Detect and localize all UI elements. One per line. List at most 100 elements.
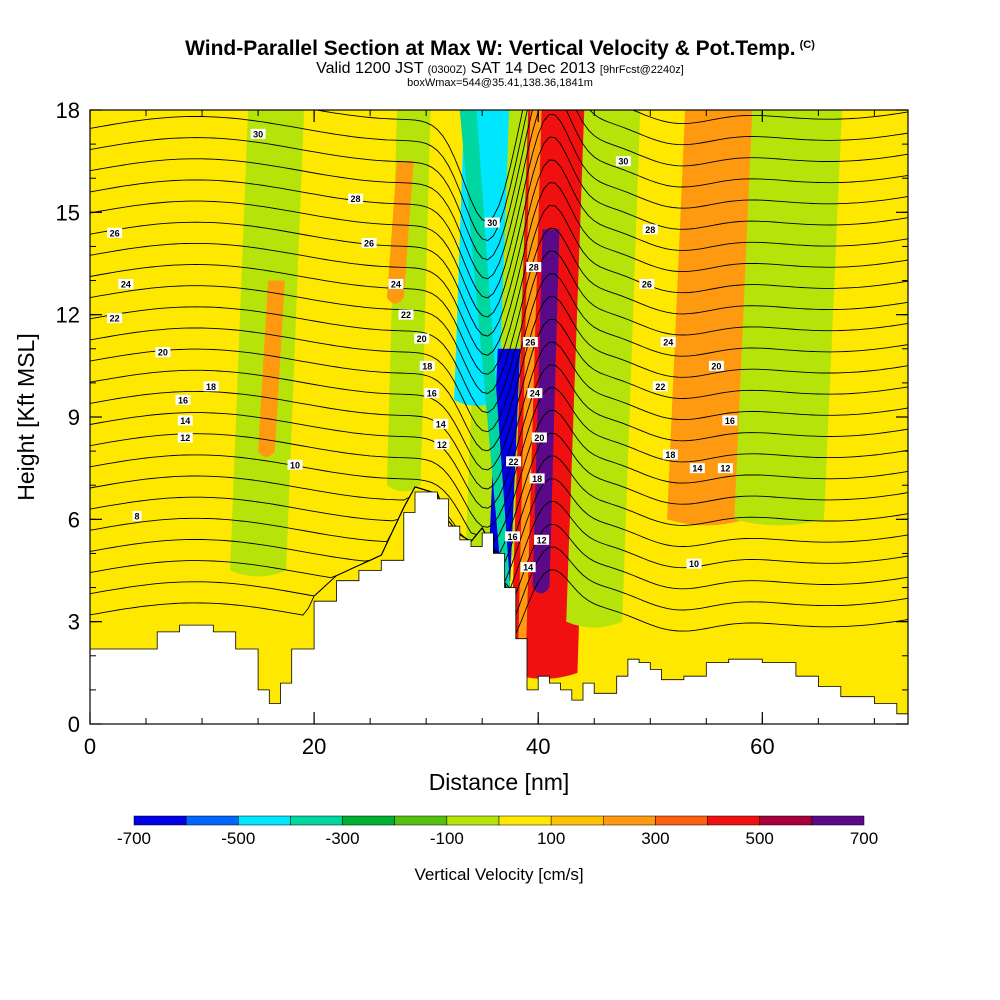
contour-label-bg	[534, 534, 550, 545]
y-axis-label: Height [Kft MSL]	[13, 333, 39, 500]
contour-label: 26	[639, 278, 655, 289]
contour-label-text: 18	[422, 361, 432, 371]
contour-label: 12	[534, 534, 550, 545]
theta-contour-line	[90, 296, 908, 452]
contour-label-bg	[652, 381, 668, 392]
contour-label-bg	[615, 156, 631, 167]
contour-label: 22	[398, 309, 414, 320]
contour-label-bg	[107, 227, 123, 238]
contour-label-text: 26	[642, 279, 652, 289]
colorbar-swatch	[185, 815, 239, 826]
contour-label-bg	[527, 388, 543, 399]
theta-contour-line	[90, 410, 908, 544]
contour-label-bg	[660, 336, 676, 347]
subtitle-forecast: [9hrFcst@2240z]	[599, 64, 684, 76]
contour-label-text: 30	[618, 157, 628, 167]
subtitle-date: SAT 14 Dec 2013	[470, 60, 596, 77]
contour-label-bg	[175, 394, 191, 405]
colorbar-tick-label: 700	[850, 829, 878, 848]
contour-label: 14	[433, 418, 449, 429]
contour-label: 30	[484, 217, 500, 228]
contour-label: 18	[529, 473, 545, 484]
contour-label: 24	[118, 278, 134, 289]
contour-label: 22	[652, 381, 668, 392]
theta-contour-line	[90, 364, 908, 509]
contour-label: 20	[414, 333, 430, 344]
theta-contour-line	[90, 318, 908, 471]
contour-label-bg	[484, 217, 500, 228]
contour-label: 20	[531, 432, 547, 443]
colorbar-swatch	[238, 815, 291, 826]
contour-label: 22	[506, 456, 522, 467]
contour-label-bg	[287, 459, 303, 470]
colorbar-tick-label: 300	[641, 829, 669, 848]
y-tick-label: 6	[68, 507, 80, 532]
chart-subtitle: Valid 1200 JST (0300Z) SAT 14 Dec 2013 […	[0, 60, 1000, 78]
colorbar-swatch	[550, 815, 604, 826]
colorbar-label: Vertical Velocity [cm/s]	[414, 865, 583, 884]
contour-label: 16	[722, 415, 738, 426]
contour-label: 8	[132, 510, 142, 521]
contour-label-text: 22	[110, 314, 120, 324]
colorbar-tick-label: -700	[117, 829, 151, 848]
plot-axes: 0 20 40 60 0 3 6 9 12 15 18 Distance [nm] Height [Kf…	[13, 98, 909, 795]
contour-label: 18	[203, 381, 219, 392]
velocity-region	[532, 229, 560, 594]
x-tick-label: 0	[84, 734, 96, 759]
y-tick-label: 9	[68, 405, 80, 430]
velocity-region	[734, 110, 842, 526]
contour-label: 28	[526, 261, 542, 272]
colorbar-tick-label: 500	[746, 829, 774, 848]
chart-title: Wind-Parallel Section at Max W: Vertical…	[0, 37, 1000, 61]
y-tick-label: 12	[56, 303, 80, 328]
contour-label-bg	[639, 278, 655, 289]
contour-label-text: 28	[529, 262, 539, 272]
contour-label: 30	[250, 128, 266, 139]
theta-contour-line	[90, 110, 908, 280]
contour-label-bg	[155, 347, 171, 358]
colorbar-swatch	[707, 815, 760, 826]
contour-label-text: 10	[290, 460, 300, 470]
contour-label-bg	[398, 309, 414, 320]
contour-label: 26	[361, 238, 377, 249]
contour-label-bg	[722, 415, 738, 426]
theta-contour-line	[90, 205, 908, 375]
contour-label-text: 8	[135, 511, 140, 521]
contour-label-text: 12	[180, 433, 190, 443]
contour-label: 14	[520, 562, 536, 573]
contour-label-bg	[642, 224, 658, 235]
contour-label-bg	[361, 238, 377, 249]
contour-label: 20	[155, 347, 171, 358]
contour-label-text: 12	[537, 535, 547, 545]
contour-label-text: 20	[711, 361, 721, 371]
velocity-region	[459, 110, 511, 588]
contour-label-bg	[348, 193, 364, 204]
contour-label-text: 18	[665, 450, 675, 460]
colorbar-swatch	[655, 815, 708, 826]
contour-label-bg	[107, 313, 123, 324]
terrain-layer	[89, 491, 909, 725]
contour-label-text: 20	[417, 334, 427, 344]
contour-label-bg	[419, 360, 435, 371]
contour-label-text: 14	[692, 464, 702, 474]
chart-subtitle-2: boxWmax=544@35.41,138.36,1841m	[407, 77, 593, 89]
contour-label-text: 18	[532, 474, 542, 484]
contour-label: 20	[708, 360, 724, 371]
colorbar-tick-label: 100	[537, 829, 565, 848]
contour-label-text: 24	[121, 279, 131, 289]
theta-contour-line	[90, 227, 908, 394]
colorbar-swatch	[446, 815, 500, 826]
colorbar-swatch	[394, 815, 448, 826]
contour-label-text: 20	[534, 433, 544, 443]
contour-label-bg	[686, 558, 702, 569]
colorbar-swatch	[603, 815, 656, 826]
contour-label: 16	[424, 388, 440, 399]
colorbar-tick-label: -300	[326, 829, 360, 848]
theta-contour-line	[90, 273, 908, 433]
contour-label-bg	[250, 128, 266, 139]
contour-label-text: 14	[436, 419, 446, 429]
contour-label-bg	[689, 463, 705, 474]
subtitle-utc: (0300Z)	[427, 64, 467, 76]
contour-label-text: 16	[178, 395, 188, 405]
contour-label: 28	[348, 193, 364, 204]
